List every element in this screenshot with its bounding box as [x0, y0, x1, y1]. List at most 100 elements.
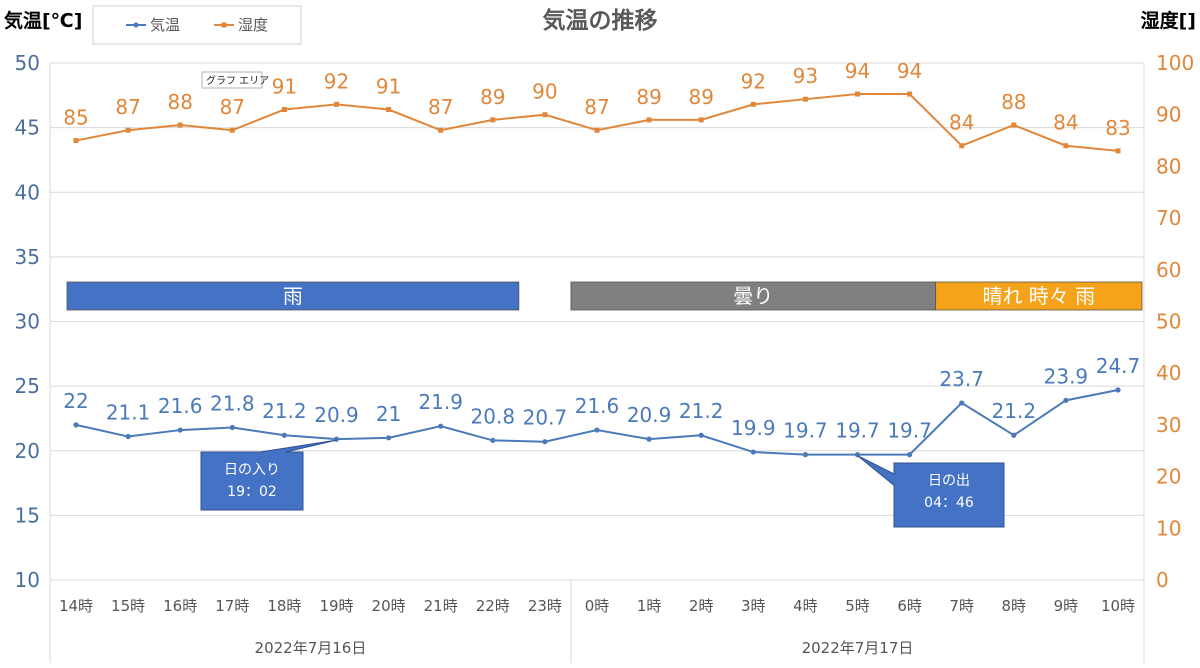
humidity-data-label-12: 89 — [688, 85, 713, 109]
temp-point-8 — [490, 437, 496, 444]
tooltip: グラフ エリア — [201, 71, 269, 89]
temp-data-label-14: 19.7 — [783, 419, 828, 443]
x-tick-label-0: 14時 — [59, 597, 93, 615]
temp-data-label-3: 21.8 — [210, 391, 255, 415]
temp-point-18 — [1011, 432, 1017, 438]
humidity-point-3 — [229, 127, 235, 133]
humidity-data-label-4: 91 — [272, 75, 297, 99]
legend-temp-marker — [133, 22, 139, 28]
x-tick-label-12: 2時 — [689, 597, 714, 615]
y-right-tick-label-0: 0 — [1156, 568, 1169, 592]
temp-data-label-10: 21.6 — [575, 394, 620, 418]
temp-point-6 — [386, 435, 392, 441]
legend-box — [92, 5, 302, 45]
y-right-tick-label-7: 70 — [1156, 206, 1181, 230]
x-tick-label-11: 1時 — [637, 597, 662, 615]
humidity-point-9 — [542, 112, 548, 118]
temp-data-label-19: 23.9 — [1044, 364, 1089, 388]
temp-point-2 — [177, 427, 183, 433]
temp-point-3 — [229, 424, 235, 431]
tooltip-text: グラフ エリア — [206, 74, 269, 87]
y-left-tick-label-3: 25 — [15, 374, 40, 398]
temp-point-10 — [594, 427, 600, 433]
annotation-line1-1: 日の出 — [928, 473, 970, 489]
humidity-data-label-3: 87 — [220, 95, 245, 119]
humidity-data-label-1: 87 — [115, 95, 140, 119]
x-tick-label-1: 15時 — [111, 597, 145, 615]
humidity-data-label-10: 87 — [584, 95, 609, 119]
humidity-point-12 — [698, 117, 704, 123]
humidity-point-8 — [490, 117, 496, 123]
annotation-line2-0: 19：02 — [227, 484, 277, 500]
date-group-label-0: 2022年7月16日 — [255, 639, 367, 657]
legend-humidity-label: 湿度 — [238, 16, 268, 34]
chart-title: 気温の推移 — [543, 7, 658, 34]
x-tick-label-20: 10時 — [1101, 597, 1135, 615]
humidity-point-0 — [73, 138, 79, 144]
y-left-tick-label-1: 15 — [15, 503, 40, 527]
tooltip-box — [201, 71, 263, 89]
weather-band-label-0: 雨 — [283, 284, 303, 308]
x-tick-label-7: 21時 — [424, 597, 458, 615]
x-tick-label-2: 16時 — [163, 597, 197, 615]
x-tick-label-6: 20時 — [372, 597, 406, 615]
temp-data-label-18: 21.2 — [992, 399, 1037, 423]
temp-data-label-0: 22 — [63, 389, 88, 413]
humidity-data-label-11: 89 — [636, 85, 661, 109]
temp-data-label-15: 19.7 — [835, 419, 880, 443]
y-right-tick-label-5: 50 — [1156, 310, 1181, 334]
y-left-tick-label-6: 40 — [15, 180, 40, 204]
humidity-point-19 — [1063, 143, 1069, 149]
humidity-data-label-8: 89 — [480, 85, 505, 109]
temp-point-16 — [907, 452, 913, 458]
temp-point-7 — [438, 423, 444, 429]
humidity-point-18 — [1011, 122, 1017, 128]
humidity-point-1 — [125, 127, 131, 133]
axes: 10 15 20 25 30 35 40 45 50 0 10 20 30 40 50 60 70 80 90 100… — [15, 51, 1194, 663]
temp-data-label-7: 21.9 — [418, 390, 463, 414]
humidity-point-6 — [386, 107, 392, 113]
y-right-tick-label-9: 90 — [1156, 103, 1181, 127]
temp-point-11 — [646, 436, 652, 442]
annotation-line1-0: 日の入り — [224, 462, 280, 478]
y-right-tick-label-2: 20 — [1156, 465, 1181, 489]
temp-point-14 — [802, 452, 809, 458]
x-tick-label-14: 4時 — [793, 597, 818, 615]
weather-bands: 雨 曇り 晴れ 時々 雨 — [66, 281, 1143, 311]
temp-point-12 — [698, 432, 704, 438]
humidity-point-13 — [750, 101, 756, 107]
legend-temp-label: 気温 — [150, 16, 180, 34]
temp-data-label-6: 21 — [376, 402, 401, 426]
temp-point-17 — [959, 400, 965, 406]
x-tick-label-13: 3時 — [741, 597, 766, 615]
x-tick-label-9: 23時 — [528, 597, 562, 615]
humidity-point-15 — [855, 91, 860, 97]
x-tick-label-8: 22時 — [476, 597, 510, 615]
temp-data-label-17: 23.7 — [939, 367, 984, 391]
gridlines — [50, 62, 1144, 581]
humidity-data-label-20: 83 — [1105, 116, 1130, 140]
humidity-point-2 — [177, 122, 183, 128]
y-right-tick-label-6: 60 — [1156, 258, 1181, 282]
y-left-axis-label: 気温[℃] — [4, 9, 82, 32]
x-tick-label-18: 8時 — [1002, 597, 1027, 615]
series-points — [73, 91, 1121, 458]
x-tick-label-10: 0時 — [585, 597, 610, 615]
annotation-line2-1: 04：46 — [924, 495, 974, 511]
annotations: 日の入り 19：02 日の出 04：46 — [200, 439, 1005, 528]
humidity-data-label-0: 85 — [63, 106, 88, 130]
temp-data-label-4: 21.2 — [262, 399, 307, 423]
weather-band-label-2: 晴れ 時々 雨 — [982, 284, 1095, 308]
humidity-data-label-7: 87 — [428, 95, 453, 119]
humidity-point-4 — [281, 107, 287, 113]
x-tick-label-3: 17時 — [215, 597, 249, 615]
humidity-point-17 — [959, 143, 965, 149]
humidity-data-label-6: 91 — [376, 75, 401, 99]
humidity-data-label-5: 92 — [324, 69, 349, 93]
humidity-data-label-17: 84 — [949, 111, 974, 135]
temp-point-20 — [1115, 387, 1121, 393]
temp-data-label-9: 20.7 — [523, 406, 568, 430]
y-left-tick-label-4: 30 — [15, 310, 40, 334]
temp-data-label-12: 21.2 — [679, 399, 724, 423]
temp-data-label-16: 19.7 — [887, 419, 932, 443]
